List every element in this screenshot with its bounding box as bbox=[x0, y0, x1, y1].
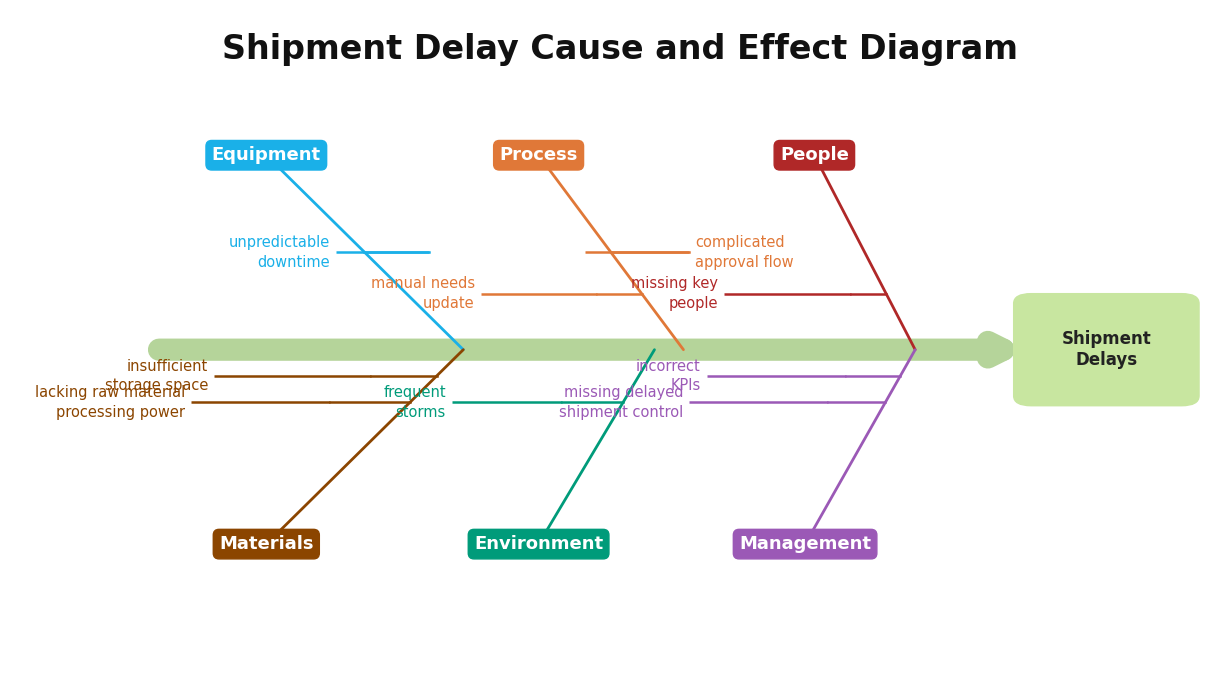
Text: complicated
approval flow: complicated approval flow bbox=[695, 235, 794, 269]
Text: missing key
people: missing key people bbox=[631, 276, 719, 311]
Text: incorrect
KPIs: incorrect KPIs bbox=[636, 359, 701, 394]
Text: Equipment: Equipment bbox=[212, 146, 321, 164]
Text: insufficient
storage space: insufficient storage space bbox=[105, 359, 209, 394]
Text: lacking raw material
processing power: lacking raw material processing power bbox=[35, 385, 186, 420]
Text: manual needs
update: manual needs update bbox=[370, 276, 475, 311]
Text: Materials: Materials bbox=[219, 535, 314, 553]
Text: Management: Management bbox=[739, 535, 871, 553]
Text: unpredictable
downtime: unpredictable downtime bbox=[229, 235, 330, 269]
Text: Process: Process bbox=[499, 146, 578, 164]
Text: missing delayed
shipment control: missing delayed shipment control bbox=[560, 385, 684, 420]
Text: People: People bbox=[780, 146, 849, 164]
Text: Environment: Environment bbox=[474, 535, 603, 553]
Text: Shipment Delay Cause and Effect Diagram: Shipment Delay Cause and Effect Diagram bbox=[222, 33, 1018, 67]
FancyBboxPatch shape bbox=[1014, 293, 1199, 406]
Text: frequent
storms: frequent storms bbox=[384, 385, 446, 420]
Text: Shipment
Delays: Shipment Delays bbox=[1061, 330, 1152, 369]
